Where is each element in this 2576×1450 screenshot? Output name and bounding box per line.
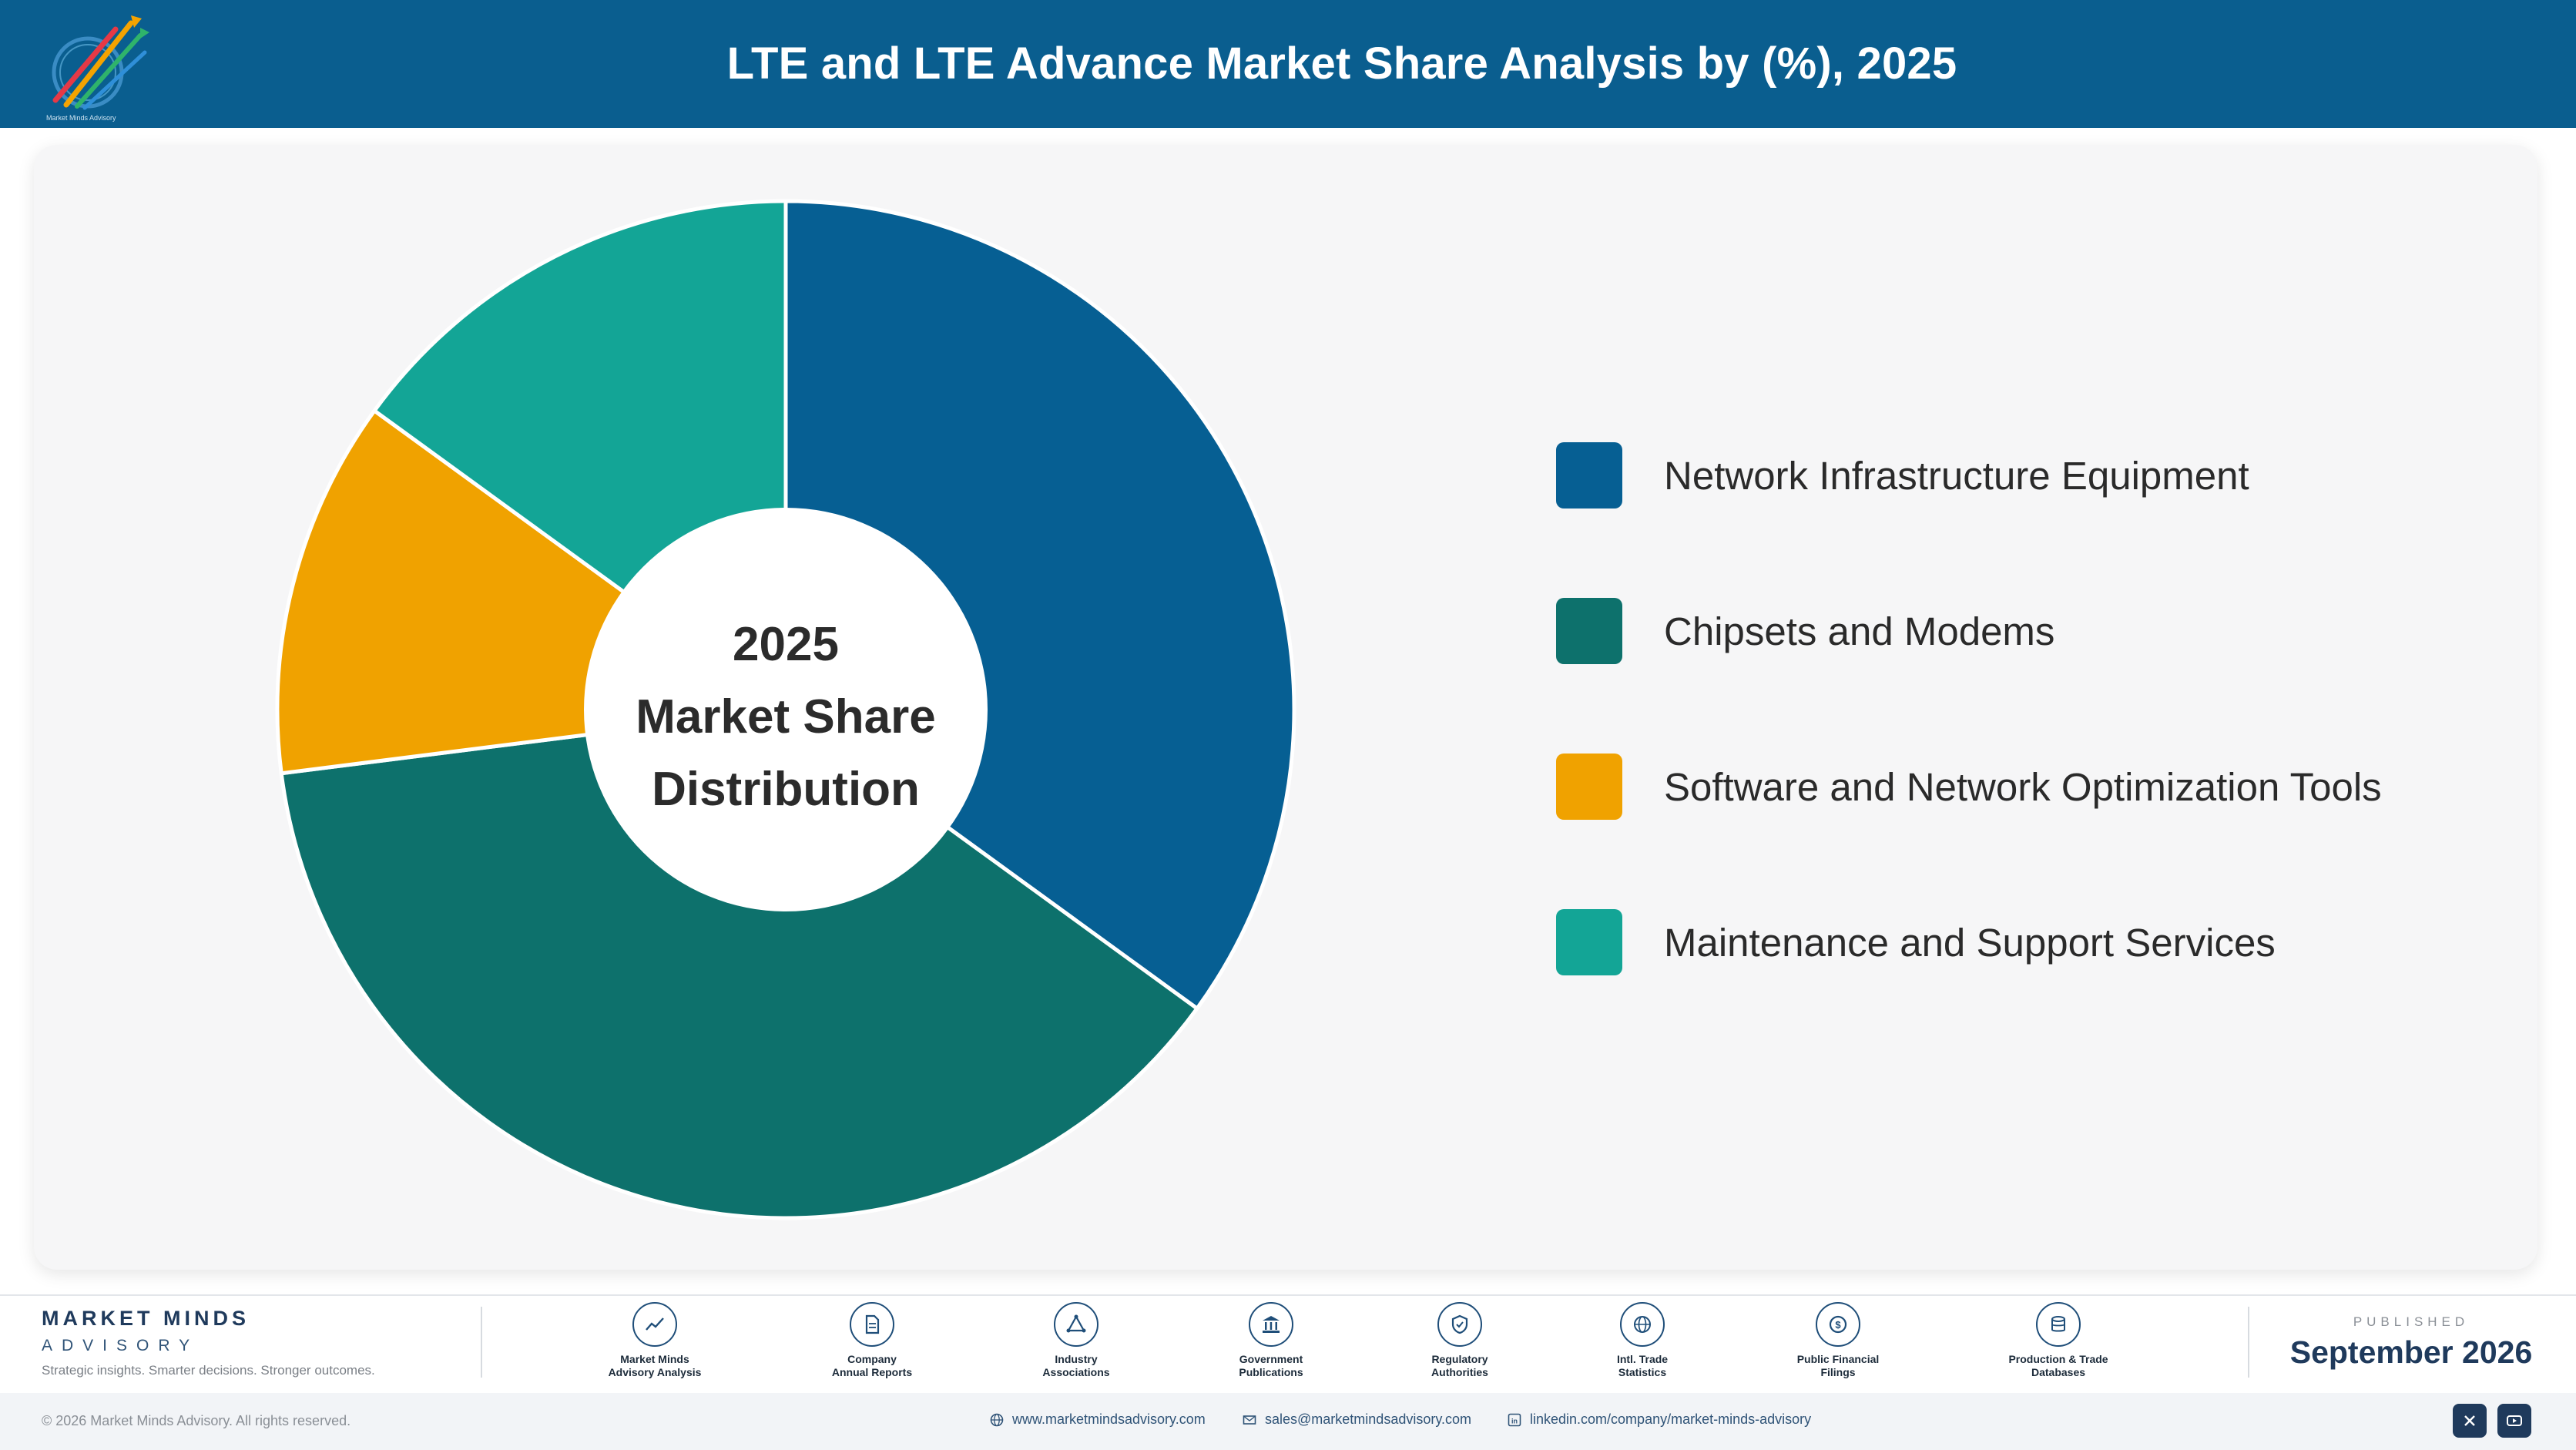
coin-icon: $ <box>1816 1302 1860 1347</box>
source-label: Advisory Analysis <box>608 1366 702 1378</box>
website-link[interactable]: www.marketmindsadvisory.com <box>989 1411 1206 1428</box>
network-icon <box>1054 1302 1098 1347</box>
source-label: Publications <box>1239 1366 1303 1378</box>
legend-item-network-infrastructure: Network Infrastructure Equipment <box>1556 442 2382 509</box>
source-label: Databases <box>2031 1366 2086 1378</box>
shield-icon <box>1437 1302 1482 1347</box>
legend-swatch <box>1556 442 1622 509</box>
email-text: sales@marketmindsadvisory.com <box>1265 1411 1472 1427</box>
document-icon <box>850 1302 894 1347</box>
youtube-icon <box>2507 1415 2522 1426</box>
legend-item-software-optimization: Software and Network Optimization Tools <box>1556 754 2382 820</box>
source-label: Public Financial <box>1796 1353 1880 1365</box>
source-label: Government <box>1239 1353 1303 1365</box>
footer-contact-bar <box>0 1393 2576 1450</box>
source-label: Market Minds <box>620 1353 689 1365</box>
donut-center-label: 2025 Market Share Distribution <box>593 609 978 840</box>
svg-text:$: $ <box>1835 1319 1841 1331</box>
source-intl-trade-statistics: Intl. Trade Statistics <box>1558 1302 1727 1379</box>
youtube-social-button[interactable] <box>2497 1404 2531 1438</box>
globe-icon <box>990 1413 1004 1426</box>
bank-icon <box>1249 1302 1293 1347</box>
source-market-minds-analysis: Market Minds Advisory Analysis <box>570 1302 740 1379</box>
footer-divider <box>2248 1307 2249 1378</box>
database-icon <box>2036 1302 2081 1347</box>
source-regulatory-authorities: Regulatory Authorities <box>1375 1302 1545 1379</box>
published-date: September 2026 <box>2289 1334 2533 1370</box>
published-label: PUBLISHED <box>2353 1314 2470 1329</box>
source-label: Production & Trade <box>2008 1353 2108 1365</box>
source-label: Industry <box>1055 1353 1098 1365</box>
source-company-reports: Company Annual Reports <box>787 1302 957 1379</box>
published-info: PUBLISHED September 2026 <box>2265 1314 2558 1371</box>
copyright-text: © 2026 Market Minds Advisory. All rights… <box>42 1413 351 1428</box>
svg-text:Market Minds Advisory: Market Minds Advisory <box>46 114 116 122</box>
source-label: Statistics <box>1618 1366 1667 1378</box>
source-label: Annual Reports <box>831 1366 913 1378</box>
center-label-line-2: Market Share <box>636 690 936 743</box>
email-link[interactable]: sales@marketmindsadvisory.com <box>1242 1411 1471 1428</box>
donut-hole <box>584 508 988 911</box>
legend-swatch <box>1556 754 1622 820</box>
brand-name: MARKET MINDS <box>42 1307 250 1330</box>
legend-swatch <box>1556 909 1622 975</box>
market-minds-logo: Market Minds Advisory <box>46 15 149 122</box>
footer-divider <box>481 1307 482 1378</box>
linkedin-text: linkedin.com/company/market-minds-adviso… <box>1530 1411 1812 1427</box>
legend-swatch <box>1556 598 1622 664</box>
source-public-financial-filings: $ Public Financial Filings <box>1753 1302 1923 1379</box>
slice-chipsets-modems <box>279 707 1199 1220</box>
donut-chart <box>277 199 1296 1220</box>
center-label-line-1: 2025 <box>733 618 839 671</box>
source-industry-associations: Industry Associations <box>991 1302 1161 1379</box>
mail-icon <box>1243 1415 1256 1425</box>
legend-item-maintenance-support: Maintenance and Support Services <box>1556 909 2382 975</box>
footer-brand: MARKET MINDS ADVISORY Strategic insights… <box>42 1307 375 1378</box>
svg-text:in: in <box>1511 1417 1518 1425</box>
brand-tagline: Strategic insights. Smarter decisions. S… <box>42 1363 375 1378</box>
source-label: Filings <box>1820 1366 1856 1378</box>
website-text: www.marketmindsadvisory.com <box>1012 1411 1206 1427</box>
globe-icon <box>1620 1302 1665 1347</box>
source-production-trade-databases: Production & Trade Databases <box>1974 1302 2143 1379</box>
brand-subtitle: ADVISORY <box>42 1337 200 1354</box>
x-icon <box>2464 1415 2475 1426</box>
research-sources: Market Minds Advisory Analysis Company Ann… <box>570 1302 2188 1387</box>
header-bar: Market Minds Advisory LTE and LTE Advanc… <box>0 0 2576 128</box>
source-label: Authorities <box>1431 1366 1488 1378</box>
legend-label: Chipsets and Modems <box>1664 609 2055 653</box>
trend-line-icon <box>632 1302 677 1347</box>
source-label: Intl. Trade <box>1616 1353 1669 1365</box>
source-label: Associations <box>1042 1366 1110 1378</box>
chart-legend: Network Infrastructure Equipment Chipset… <box>1556 442 2382 1065</box>
slice-network-infrastructure <box>783 199 1296 1011</box>
linkedin-link[interactable]: in linkedin.com/company/market-minds-adv… <box>1507 1411 1811 1428</box>
linkedin-icon: in <box>1508 1413 1521 1426</box>
page-title: LTE and LTE Advance Market Share Analysi… <box>726 39 1957 89</box>
source-label: Regulatory <box>1431 1353 1488 1365</box>
legend-label: Software and Network Optimization Tools <box>1664 764 2382 809</box>
x-social-button[interactable] <box>2453 1404 2487 1438</box>
source-government-publications: Government Publications <box>1186 1302 1356 1379</box>
source-label: Company <box>847 1353 897 1365</box>
legend-label: Maintenance and Support Services <box>1664 920 2276 965</box>
legend-item-chipsets-modems: Chipsets and Modems <box>1556 598 2382 664</box>
legend-label: Network Infrastructure Equipment <box>1664 453 2249 498</box>
center-label-line-3: Distribution <box>652 763 920 816</box>
